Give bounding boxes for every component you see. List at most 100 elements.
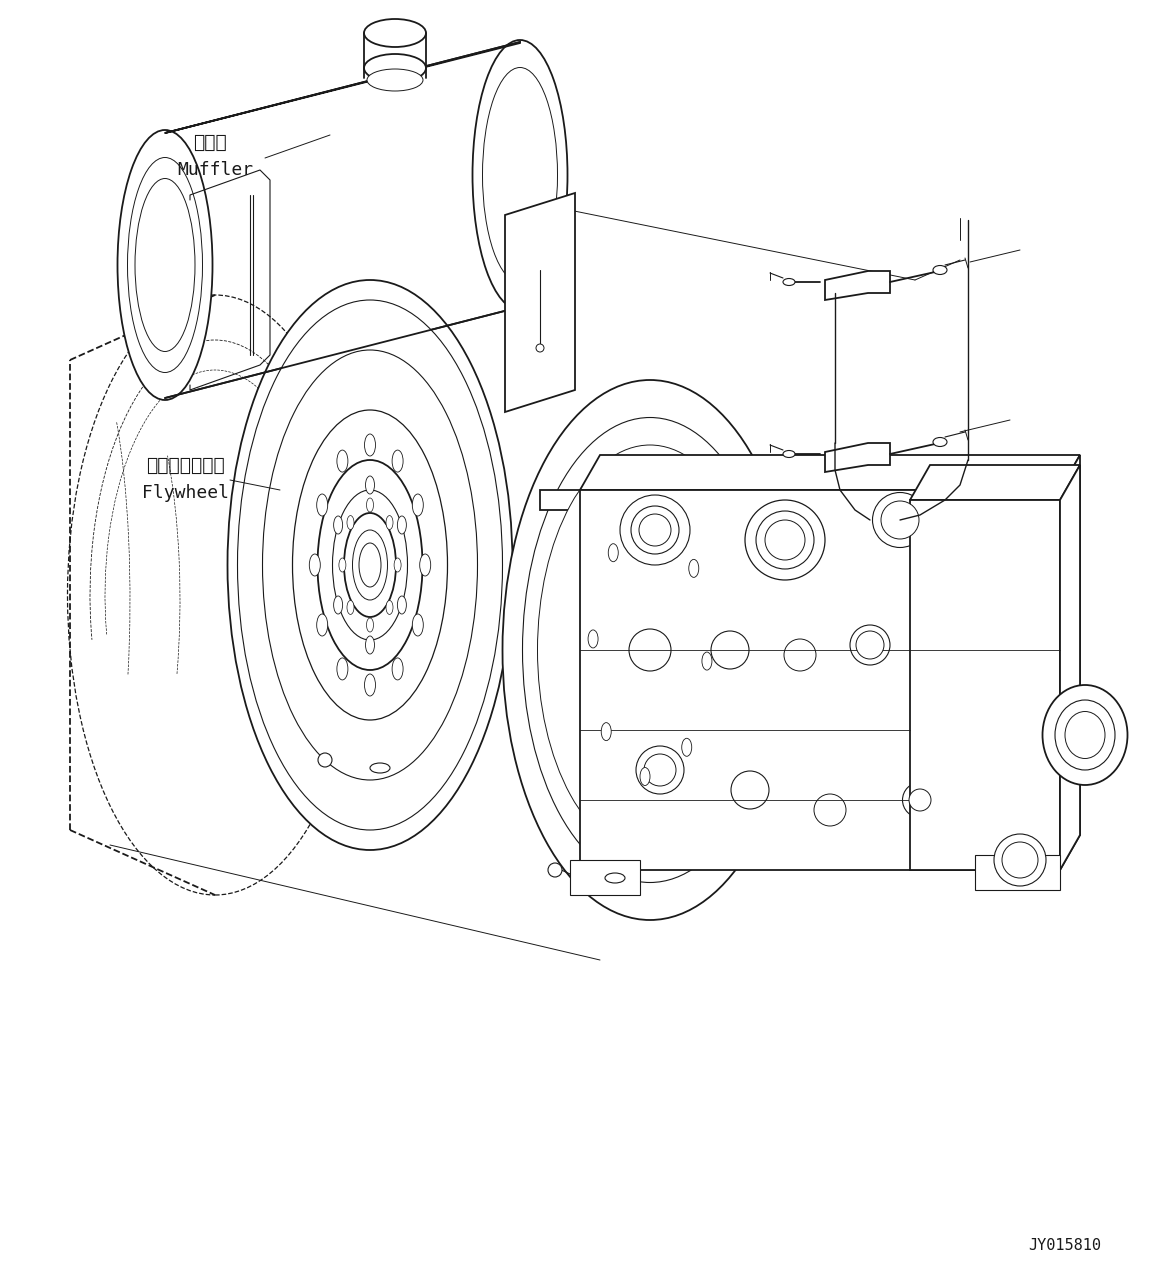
Ellipse shape (682, 739, 692, 757)
Ellipse shape (588, 629, 598, 647)
Ellipse shape (688, 560, 699, 578)
Ellipse shape (366, 498, 373, 512)
Text: JY015810: JY015810 (1028, 1238, 1101, 1252)
Ellipse shape (537, 445, 763, 855)
Ellipse shape (386, 601, 393, 614)
Ellipse shape (933, 265, 947, 274)
Ellipse shape (392, 450, 404, 472)
Ellipse shape (394, 559, 401, 571)
Ellipse shape (601, 722, 612, 740)
Ellipse shape (472, 40, 568, 310)
Ellipse shape (128, 157, 202, 372)
Ellipse shape (420, 553, 430, 577)
Polygon shape (909, 465, 1080, 501)
Ellipse shape (263, 350, 478, 780)
Ellipse shape (366, 618, 373, 632)
Polygon shape (1059, 465, 1080, 870)
Text: Flywheel: Flywheel (142, 484, 228, 502)
Ellipse shape (309, 553, 320, 577)
Ellipse shape (638, 514, 671, 546)
Ellipse shape (413, 614, 423, 636)
Ellipse shape (370, 763, 390, 773)
Polygon shape (580, 490, 1059, 870)
Ellipse shape (968, 488, 1013, 533)
Polygon shape (825, 272, 890, 300)
Ellipse shape (644, 754, 676, 786)
Ellipse shape (316, 494, 328, 516)
Ellipse shape (629, 629, 671, 671)
Ellipse shape (548, 864, 562, 876)
Ellipse shape (316, 614, 328, 636)
Polygon shape (1059, 456, 1080, 870)
Ellipse shape (640, 767, 650, 785)
Ellipse shape (364, 54, 426, 82)
Ellipse shape (756, 511, 814, 569)
Ellipse shape (337, 450, 348, 472)
Ellipse shape (765, 520, 805, 560)
Ellipse shape (994, 834, 1046, 885)
Ellipse shape (933, 438, 947, 447)
Ellipse shape (783, 278, 795, 286)
Ellipse shape (1042, 685, 1127, 785)
Text: フライホイール: フライホイール (145, 456, 224, 475)
Ellipse shape (909, 789, 932, 811)
Polygon shape (580, 456, 1080, 490)
Ellipse shape (347, 601, 354, 614)
Ellipse shape (522, 417, 778, 883)
Text: マフラ: マフラ (193, 133, 227, 152)
Ellipse shape (293, 411, 448, 719)
Ellipse shape (392, 658, 404, 680)
Ellipse shape (711, 631, 749, 669)
Ellipse shape (632, 506, 679, 553)
Ellipse shape (784, 640, 816, 671)
Ellipse shape (365, 476, 374, 494)
Ellipse shape (398, 516, 406, 534)
Ellipse shape (364, 674, 376, 696)
Ellipse shape (337, 658, 348, 680)
Ellipse shape (365, 636, 374, 654)
Ellipse shape (1065, 712, 1105, 758)
Ellipse shape (872, 493, 928, 547)
Ellipse shape (1003, 842, 1039, 878)
Ellipse shape (483, 67, 557, 283)
Polygon shape (165, 42, 520, 133)
Ellipse shape (608, 543, 619, 561)
Ellipse shape (338, 559, 345, 571)
Ellipse shape (536, 344, 544, 353)
Ellipse shape (334, 516, 343, 534)
Ellipse shape (902, 782, 937, 817)
Ellipse shape (650, 515, 659, 533)
Ellipse shape (386, 516, 393, 529)
Ellipse shape (620, 495, 690, 565)
Ellipse shape (732, 771, 769, 810)
Ellipse shape (413, 494, 423, 516)
Ellipse shape (334, 596, 343, 614)
Ellipse shape (344, 514, 395, 616)
Ellipse shape (850, 625, 890, 665)
Ellipse shape (502, 380, 798, 920)
Ellipse shape (783, 450, 795, 457)
Ellipse shape (368, 69, 423, 91)
Polygon shape (570, 860, 640, 894)
Ellipse shape (364, 19, 426, 48)
Ellipse shape (702, 653, 712, 671)
Polygon shape (540, 490, 735, 510)
Ellipse shape (317, 459, 422, 671)
Polygon shape (909, 501, 1059, 870)
Ellipse shape (228, 281, 513, 849)
Polygon shape (505, 193, 575, 412)
Ellipse shape (317, 753, 331, 767)
Ellipse shape (352, 530, 387, 600)
Ellipse shape (117, 130, 213, 400)
Ellipse shape (605, 873, 625, 883)
Text: Muffler: Muffler (177, 161, 254, 179)
Polygon shape (975, 855, 1059, 891)
Ellipse shape (814, 794, 846, 826)
Ellipse shape (347, 516, 354, 529)
Ellipse shape (333, 490, 407, 640)
Ellipse shape (364, 434, 376, 456)
Ellipse shape (398, 596, 406, 614)
Ellipse shape (636, 746, 684, 794)
Ellipse shape (745, 501, 825, 580)
Polygon shape (825, 443, 890, 472)
